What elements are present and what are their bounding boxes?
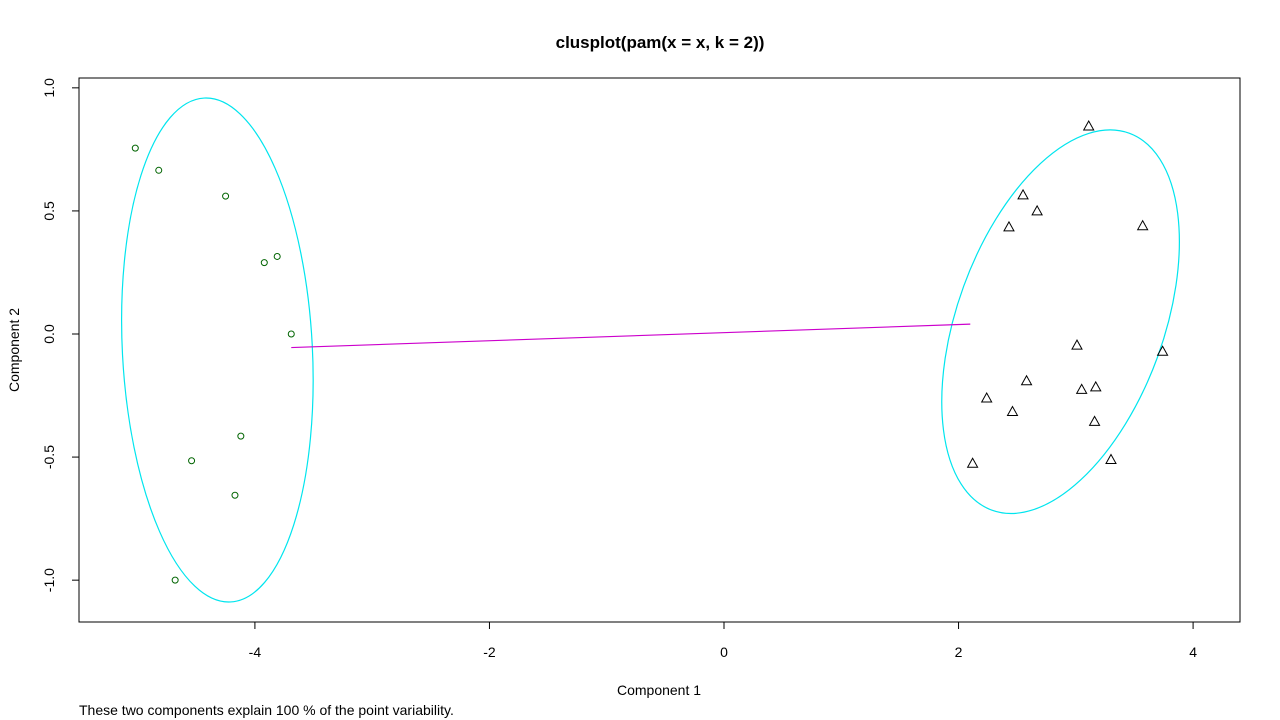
cluster-ellipse-2 [941,129,1180,515]
x-tick-label: 4 [1189,644,1197,660]
y-tick-label: 0.0 [41,324,57,344]
point-cluster-1 [131,144,139,152]
point-cluster-2 [1003,220,1015,232]
point-cluster-2 [1031,204,1043,216]
point-cluster-2 [980,391,993,403]
point-cluster-1 [273,252,281,260]
x-tick-label: -2 [483,644,496,660]
point-cluster-2 [1089,380,1102,392]
point-cluster-2 [1105,453,1117,465]
y-tick-label: -0.5 [41,445,57,469]
point-cluster-1 [222,192,230,200]
point-cluster-2 [1071,339,1083,350]
point-cluster-1 [231,491,239,499]
y-axis: -1.0 -0.5 0.0 0.5 1.0 [41,78,79,592]
y-tick-label: 1.0 [41,78,57,98]
point-cluster-1 [237,432,245,440]
x-axis-label: Component 1 [617,682,701,698]
point-cluster-2 [1020,374,1033,386]
cluster-ellipse-1 [121,97,314,603]
x-tick-label: -4 [249,644,262,660]
point-cluster-1 [260,259,268,267]
plot-frame [78,77,1241,623]
point-cluster-1 [155,166,163,174]
cluster-ellipses [121,97,1180,603]
x-tick-label: 0 [720,644,728,660]
point-cluster-2 [1075,383,1088,394]
x-axis: -4 -2 0 2 4 [249,622,1197,660]
point-cluster-2 [1006,405,1019,417]
chart-title: clusplot(pam(x = x, k = 2)) [556,33,765,52]
y-axis-label: Component 2 [6,308,22,392]
point-cluster-1 [188,457,196,465]
point-cluster-2 [1136,219,1149,231]
variability-note: These two components explain 100 % of th… [79,702,454,718]
point-cluster-2 [966,457,979,468]
point-cluster-2 [1156,345,1169,356]
cluster-connector [291,323,971,349]
x-tick-label: 2 [955,644,963,660]
point-cluster-2 [1082,119,1095,131]
point-cluster-1 [287,330,295,338]
point-cluster-2 [1017,188,1029,200]
point-cluster-2 [1088,415,1101,426]
point-cluster-1 [171,576,179,584]
y-tick-label: -1.0 [41,568,57,592]
data-points [131,119,1169,584]
y-tick-label: 0.5 [41,201,57,221]
connector-line [291,323,971,349]
